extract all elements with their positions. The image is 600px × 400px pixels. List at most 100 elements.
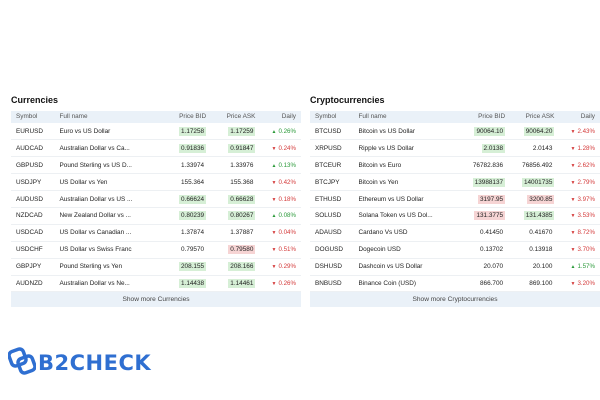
daily-change-value: 0.24% [278,144,296,152]
price-ask-value: 0.66628 [228,194,256,204]
table-row[interactable]: ETHUSD Ethereum vs US Dollar 3197.95 3200.8… [310,191,600,208]
currencies-title: Currencies [11,95,59,105]
arrow-down-icon: ▼ [271,230,277,237]
full-name-cell: US Dollar vs Canadian ... [59,229,132,237]
table-row[interactable]: XRPUSD Ripple vs US Dollar 2.0138 2.0143 ▼ 1.… [310,140,600,157]
price-bid-cell: 155.364 [162,174,211,191]
daily-change-value: 3.97% [577,195,595,203]
daily-change-value: 0.26% [278,127,296,135]
full-name-cell: Dogecoin USD [358,246,401,254]
daily-change-cell: ▼ 0.18% [260,191,301,208]
price-ask-cell: 90064.20 [510,123,559,140]
table-row[interactable]: BTCUSD Bitcoin vs US Dollar 90064.10 90064.… [310,123,600,140]
price-ask-value: 76856.492 [522,161,553,169]
table-row[interactable]: USDJPY US Dollar vs Yen 155.364 155.368 ▼ 0.4… [11,174,301,191]
full-name-cell: Australian Dollar vs US ... [59,195,133,203]
table-row[interactable]: GBPUSD Pound Sterling vs US D... 1.33974 1.… [11,157,301,174]
price-ask-cell: 1.33976 [211,157,260,174]
arrow-up-icon: ▲ [271,213,277,220]
full-name-cell: Australian Dollar vs Ne... [59,279,130,287]
price-bid-cell: 3197.95 [461,191,510,208]
table-row[interactable]: DOGUSD Dogecoin USD 0.13702 0.13918 ▼ 3.70% [310,241,600,259]
table-row[interactable]: AUDUSD Australian Dollar vs US ... 0.66624… [11,191,301,208]
price-bid-value: 1.14438 [178,278,207,288]
price-ask-cell: 155.368 [211,174,260,191]
price-bid-cell: 76782.836 [461,157,510,174]
daily-change-cell: ▼ 0.51% [260,241,301,258]
column-header-full-name: Full name [358,113,387,120]
symbol-cell: BTCEUR [315,161,342,169]
symbol-cell: BTCJPY [315,178,340,186]
show-more-currencies-button[interactable]: Show more Currencies [11,292,301,308]
daily-change-value: 0.29% [278,263,296,271]
price-ask-cell: 131.4385 [510,207,559,224]
price-bid-value: 3197.95 [477,194,506,204]
symbol-cell: XRPUSD [315,144,342,152]
price-bid-value: 866.700 [479,279,504,287]
daily-change-cell: ▼ 0.29% [260,258,301,275]
price-bid-cell: 0.66624 [162,191,211,208]
daily-change-cell: ▼ 8.72% [559,224,600,241]
table-row[interactable]: BTCJPY Bitcoin vs Yen 13988137 14001735 ▼ 2.7… [310,174,600,191]
daily-change-cell: ▼ 0.26% [260,275,301,292]
price-bid-cell: 0.80239 [162,207,211,224]
arrow-down-icon: ▼ [570,280,576,287]
symbol-cell: EURUSD [16,127,43,135]
show-more-cryptocurrencies-button[interactable]: Show more Cryptocurrencies [310,292,600,308]
price-bid-value: 2.0138 [481,143,506,153]
column-header-symbol: Symbol [16,113,38,120]
daily-change-cell: ▲ 1.57% [559,258,600,275]
table-row[interactable]: USDCHF US Dollar vs Swiss Franc 0.79570 0.7… [11,241,301,259]
price-ask-value: 131.4385 [523,211,555,221]
price-ask-value: 1.17259 [228,126,256,136]
table-row[interactable]: BNBUSD Binance Coin (USD) 866.700 869.100 ▼ 3… [310,275,600,292]
symbol-cell: BTCUSD [315,127,342,135]
table-row[interactable]: USDCAD US Dollar vs Canadian ... 1.37874 1.… [11,224,301,242]
symbol-cell: AUDCAD [16,144,43,152]
table-row[interactable]: BTCEUR Bitcoin vs Euro 76782.836 76856.492 ▼… [310,157,600,174]
arrow-down-icon: ▼ [271,196,277,203]
price-bid-value: 0.41450 [479,229,504,237]
table-row[interactable]: NZDCAD New Zealand Dollar vs ... 0.80239 0.… [11,207,301,225]
price-ask-value: 208.166 [228,262,256,272]
daily-change-cell: ▼ 1.28% [559,140,600,157]
symbol-cell: AUDUSD [16,195,43,203]
table-row[interactable]: AUDNZD Australian Dollar vs Ne... 1.14438 1… [11,275,301,292]
full-name-cell: US Dollar vs Yen [59,178,108,186]
arrow-down-icon: ▼ [570,230,576,237]
daily-change-value: 0.04% [278,229,296,237]
price-bid-cell: 0.91836 [162,140,211,157]
table-row[interactable]: ADAUSD Cardano Vs USD 0.41450 0.41670 ▼ 8.72% [310,224,600,242]
price-bid-cell: 0.41450 [461,224,510,241]
daily-change-cell: ▲ 0.13% [260,157,301,174]
symbol-cell: DOGUSD [315,246,344,254]
daily-change-cell: ▼ 3.70% [559,241,600,258]
table-row[interactable]: DSHUSD Dashcoin vs US Dollar 20.070 20.100 ▲… [310,258,600,276]
symbol-cell: GBPJPY [16,263,42,271]
daily-change-value: 2.43% [577,127,595,135]
cryptocurrencies-panel: Cryptocurrencies Symbol Full name Price … [310,94,600,308]
daily-change-value: 3.20% [577,279,595,287]
full-name-cell: Solana Token vs US Dol... [358,212,433,220]
daily-change-cell: ▼ 3.97% [559,191,600,208]
symbol-cell: DSHUSD [315,263,342,271]
table-row[interactable]: SOLUSD Solana Token vs US Dol... 131.3775 1… [310,207,600,225]
arrow-down-icon: ▼ [271,280,277,287]
price-ask-cell: 0.79580 [211,241,260,258]
daily-change-value: 8.72% [577,229,595,237]
arrow-up-icon: ▲ [271,162,277,169]
arrow-down-icon: ▼ [271,179,277,186]
table-row[interactable]: EURUSD Euro vs US Dollar 1.17258 1.17259 ▲ 0.… [11,123,301,140]
cryptocurrencies-title: Cryptocurrencies [310,95,385,105]
table-row[interactable]: AUDCAD Australian Dollar vs Ca... 0.91836 0… [11,140,301,157]
column-header-price-bid: Price BID [478,113,506,120]
table-row[interactable]: GBPJPY Pound Sterling vs Yen 208.155 208.16… [11,258,301,276]
price-ask-value: 1.37887 [230,229,254,237]
arrow-down-icon: ▼ [570,145,576,152]
price-bid-value: 155.364 [180,178,205,186]
daily-change-cell: ▼ 3.53% [559,207,600,224]
price-ask-cell: 0.13918 [510,241,559,258]
symbol-cell: NZDCAD [16,212,43,220]
price-ask-cell: 0.66628 [211,191,260,208]
link-icon [7,346,37,380]
